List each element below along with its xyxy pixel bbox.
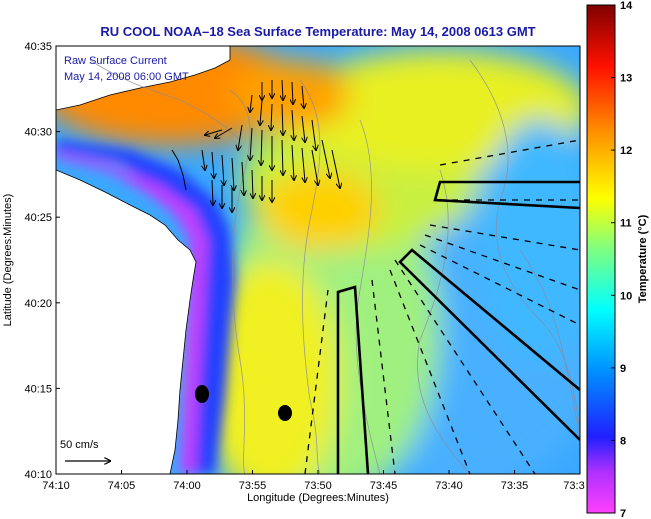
plot-area [56,46,580,474]
wedge-outlines [336,180,580,474]
x-tick-label: 74:00 [173,480,201,492]
y-axis-label: Latitude (Degrees:Minutes) [2,194,14,327]
chart-title: RU COOL NOAA–18 Sea Surface Temperature:… [100,24,535,39]
y-tick-label: 40:25 [24,212,52,224]
colorbar-tick-label: 14 [620,0,633,12]
x-tick-label: 73:55 [239,480,267,492]
x-axis-label: Longitude (Degrees:Minutes) [247,492,389,504]
land-new-jersey [56,169,197,474]
current-vectors [202,79,340,212]
colorbar-tick-label: 11 [620,218,632,230]
x-axis: 74:10 74:05 74:00 73:55 73:50 73:45 73:4… [42,470,585,492]
land-north-shore [56,46,231,111]
station-marker-1 [195,385,209,403]
annotation-timestamp: May 14, 2008 06:00 GMT [64,71,189,83]
y-tick-label: 40:10 [24,469,52,481]
x-tick-label: 74:10 [42,480,70,492]
sandy-hook [171,149,187,191]
colorbar-ticks: 7 8 9 10 11 12 13 14 [611,0,633,519]
colorbar-tick-label: 9 [620,363,626,375]
annotation-raw-current: Raw Surface Current [64,55,167,67]
colorbar-tick-label: 8 [620,435,626,447]
x-tick-label: 73:40 [435,480,463,492]
x-tick-label: 74:05 [108,480,136,492]
station-marker-2 [278,405,292,421]
colorbar-tick-label: 12 [620,145,632,157]
colorbar-tick-label: 7 [620,508,626,519]
colorbar-tick-label: 13 [620,73,632,85]
y-axis: 40:10 40:15 40:20 40:25 40:30 40:35 [24,41,60,481]
y-tick-label: 40:15 [24,383,52,395]
colorbar-label: Temperature (°C) [637,214,649,303]
bathymetry-contours [89,59,580,474]
x-tick-label: 73:35 [501,480,529,492]
colorbar-tick-label: 10 [620,290,632,302]
y-tick-label: 40:35 [24,41,52,53]
y-tick-label: 40:30 [24,127,52,139]
dashed-lines [304,139,580,474]
x-tick-label: 73:45 [370,480,398,492]
coastal-cold-band [56,140,235,474]
y-tick-label: 40:20 [24,298,52,310]
scale-label: 50 cm/s [60,439,99,451]
colorbar [586,4,616,514]
x-tick-label: 73:50 [304,480,332,492]
x-tick-label: 73:3 [563,480,584,492]
